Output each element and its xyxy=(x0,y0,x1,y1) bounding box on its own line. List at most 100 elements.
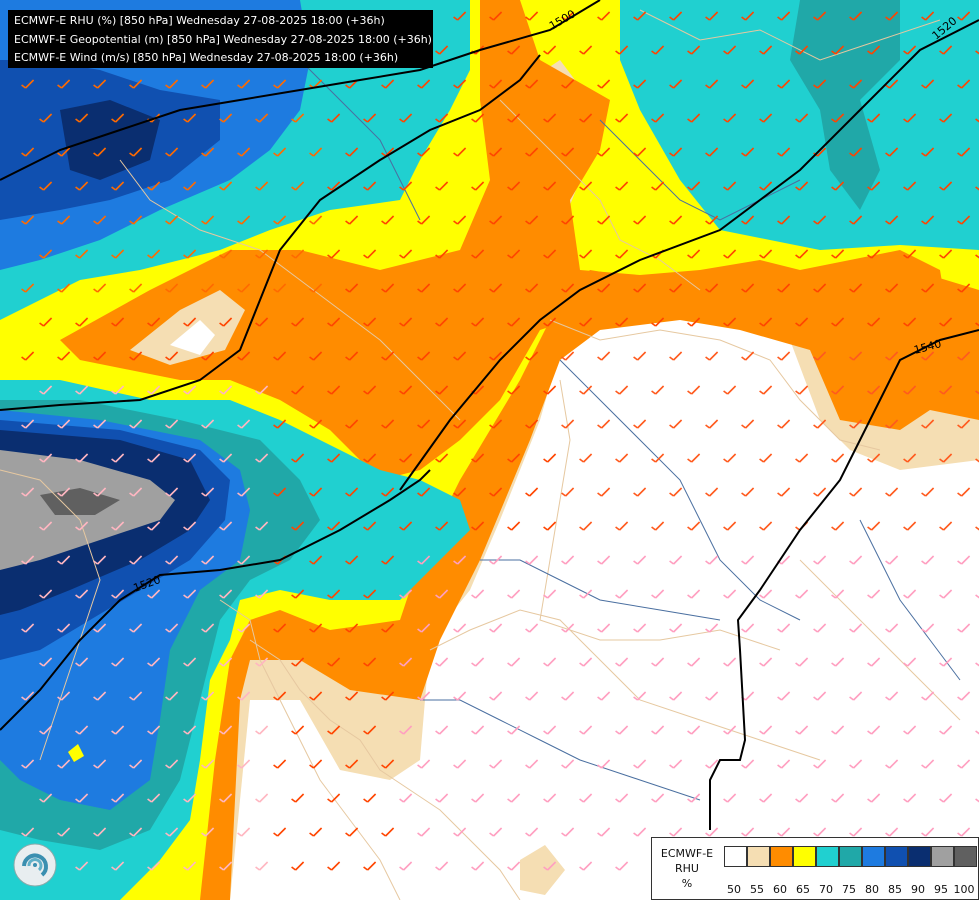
wind-barb xyxy=(867,181,881,191)
wind-barb xyxy=(921,691,935,701)
wind-barb xyxy=(615,725,629,735)
wind-barb xyxy=(471,181,485,191)
wind-barb xyxy=(111,589,125,599)
wind-barb xyxy=(651,521,665,531)
wind-barb xyxy=(399,521,413,531)
wind-barb xyxy=(363,113,377,123)
wind-barb xyxy=(885,555,899,565)
wind-barb xyxy=(93,691,107,701)
wind-barb xyxy=(777,419,791,429)
contour-1520-north xyxy=(0,54,541,411)
wind-barb xyxy=(327,861,341,871)
wind-barb xyxy=(903,181,917,191)
wind-barb xyxy=(165,419,179,429)
wind-barb xyxy=(399,385,413,395)
legend-tick-label: 50 xyxy=(727,883,741,896)
wind-barb xyxy=(579,861,593,871)
wind-barb xyxy=(309,147,323,157)
wind-barb xyxy=(489,623,503,633)
wind-barb xyxy=(921,11,935,21)
wind-barb xyxy=(543,113,557,123)
wind-barb xyxy=(435,793,449,803)
wind-barb xyxy=(615,861,629,871)
wind-barb xyxy=(183,725,197,735)
wind-barb xyxy=(165,691,179,701)
wind-barb xyxy=(921,419,935,429)
wind-barb xyxy=(255,589,269,599)
wind-barb xyxy=(363,385,377,395)
wind-barb xyxy=(201,691,215,701)
wind-barb xyxy=(273,487,287,497)
wind-barb xyxy=(741,419,755,429)
wind-barb xyxy=(453,147,467,157)
wind-barb xyxy=(777,351,791,361)
wind-barb xyxy=(219,793,233,803)
wind-barb xyxy=(237,283,251,293)
wind-barb xyxy=(831,589,845,599)
wind-barb xyxy=(615,113,629,123)
wind-barb xyxy=(237,623,251,633)
wind-barb xyxy=(597,759,611,769)
wind-barb xyxy=(633,11,647,21)
wind-barb xyxy=(543,521,557,531)
wind-barb xyxy=(867,725,881,735)
wind-barb xyxy=(723,589,737,599)
wind-barb xyxy=(597,11,611,21)
wind-barb xyxy=(237,419,251,429)
contour-1540-east xyxy=(709,329,979,830)
border-line xyxy=(499,99,701,291)
wind-barb xyxy=(309,759,323,769)
wind-barb xyxy=(309,419,323,429)
wind-barb xyxy=(93,351,107,361)
wind-barb xyxy=(399,725,413,735)
wind-barb xyxy=(615,793,629,803)
wind-barb xyxy=(741,623,755,633)
wind-barb xyxy=(57,283,71,293)
wind-barb xyxy=(903,113,917,123)
wind-barb xyxy=(921,147,935,157)
wind-barb xyxy=(39,589,53,599)
wind-barb xyxy=(75,657,89,667)
wind-barb xyxy=(237,147,251,157)
wind-barb xyxy=(201,759,215,769)
wind-barb xyxy=(165,147,179,157)
wind-barb xyxy=(831,181,845,191)
wind-barb xyxy=(669,147,683,157)
wind-barb xyxy=(831,453,845,463)
wind-barb xyxy=(435,589,449,599)
wind-barb xyxy=(165,351,179,361)
wind-barb xyxy=(39,113,53,123)
wind-barb xyxy=(381,691,395,701)
legend-swatch xyxy=(793,846,816,867)
wind-barb xyxy=(489,487,503,497)
wind-barb xyxy=(471,589,485,599)
ecmwf-swirl-icon xyxy=(13,843,57,887)
wind-barb xyxy=(579,657,593,667)
wind-barb xyxy=(903,793,917,803)
wind-barb xyxy=(561,215,575,225)
wind-barb xyxy=(507,249,521,259)
wind-barb xyxy=(147,793,161,803)
wind-barb xyxy=(957,759,971,769)
wind-barb xyxy=(471,249,485,259)
wind-barb xyxy=(417,759,431,769)
wind-barb xyxy=(579,521,593,531)
wind-barb xyxy=(651,453,665,463)
wind-barb xyxy=(453,215,467,225)
wind-barb xyxy=(777,759,791,769)
wind-barb xyxy=(849,351,863,361)
wind-barb xyxy=(597,419,611,429)
wind-barb xyxy=(57,487,71,497)
wind-barb xyxy=(417,487,431,497)
wind-barb xyxy=(669,623,683,633)
wind-barb xyxy=(669,11,683,21)
wind-barb xyxy=(453,419,467,429)
wind-barb xyxy=(759,725,773,735)
wind-barb xyxy=(885,691,899,701)
wind-barb xyxy=(129,79,143,89)
wind-barb xyxy=(561,759,575,769)
wind-barb xyxy=(669,759,683,769)
wind-barb xyxy=(381,351,395,361)
wind-barb xyxy=(813,79,827,89)
wind-barb xyxy=(885,215,899,225)
